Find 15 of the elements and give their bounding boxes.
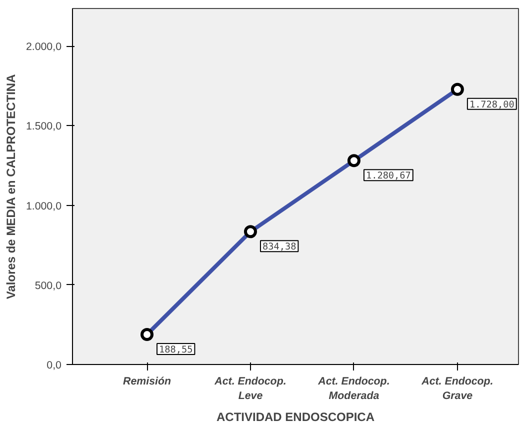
x-axis-title: ACTIVIDAD ENDOSCOPICA [216,410,375,424]
data-label: 834,38 [262,242,297,253]
data-label: 1.280,67 [366,170,411,182]
x-tick-label: Remisión [123,376,172,388]
y-tick-label: 1.500,0 [26,120,62,133]
data-label: 188,55 [159,344,193,356]
y-tick-label: 0,0 [46,360,62,372]
y-tick-label: 1.000,0 [26,200,62,212]
x-tick-label: Act. Endocop. Moderada [317,376,390,402]
x-tick-label: Act. Endocop. Leve [214,376,286,402]
y-axis-title: Valores de MEDIA en CALPROTECTINA [4,74,18,300]
x-tick-label: Act. Endocop. Grave [420,376,494,402]
y-tick-label: 500,0 [34,280,62,292]
y-tick-label: 2.000,0 [26,41,62,54]
data-label: 1.728,00 [469,99,515,110]
